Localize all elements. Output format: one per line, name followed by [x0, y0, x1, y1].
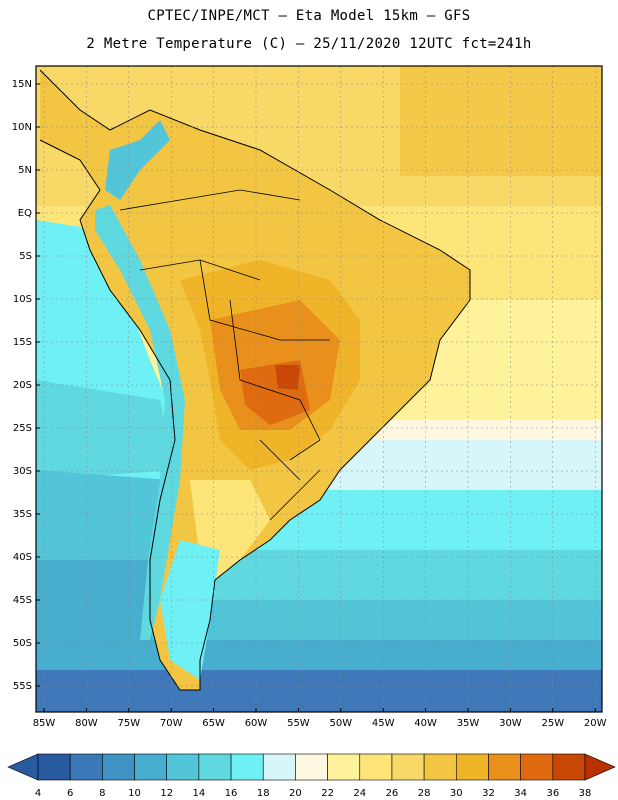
colorbar-swatch	[552, 753, 586, 781]
colorbar-arrow-left	[7, 753, 39, 781]
colorbar-label: 10	[128, 788, 141, 799]
colorbar-swatch	[520, 753, 554, 781]
lon-label: 55W	[287, 718, 310, 729]
lat-label: 5S	[19, 251, 32, 262]
colorbar-label: 12	[160, 788, 173, 799]
colorbar-label: 30	[450, 788, 463, 799]
lon-label: 75W	[117, 718, 140, 729]
colorbar-label: 16	[225, 788, 238, 799]
colorbar-swatch	[391, 753, 425, 781]
lon-label: 70W	[160, 718, 183, 729]
colorbar-swatch	[198, 753, 232, 781]
lon-label: 40W	[414, 718, 437, 729]
colorbar-swatch	[295, 753, 328, 781]
longitude-labels: 85W 80W 75W 70W 65W 60W 55W 50W 45W 40W 35W 30W 25W 2…	[33, 708, 607, 729]
chart-title-line2: 2 Metre Temperature (C) – 25/11/2020 12U…	[86, 36, 532, 52]
lat-label: 50S	[13, 638, 32, 649]
colorbar-swatch	[230, 753, 264, 781]
lon-label: 85W	[33, 718, 56, 729]
colorbar-label: 26	[386, 788, 399, 799]
colorbar-label: 34	[514, 788, 527, 799]
lat-label: 15S	[13, 337, 32, 348]
colorbar-label: 20	[289, 788, 302, 799]
lat-label: 45S	[13, 595, 32, 606]
map-field	[36, 66, 602, 712]
colorbar-arrow-right	[584, 753, 616, 781]
lon-label: 50W	[329, 718, 352, 729]
lon-label: 60W	[245, 718, 268, 729]
lon-label: 80W	[75, 718, 98, 729]
lon-label: 30W	[499, 718, 522, 729]
lat-label: 25S	[13, 423, 32, 434]
lat-label: 30S	[13, 466, 32, 477]
gridlines	[36, 66, 602, 712]
lon-label: 25W	[541, 718, 564, 729]
lat-label: 5N	[18, 165, 32, 176]
colorbar-swatch	[166, 753, 200, 781]
lat-label: 20S	[13, 380, 32, 391]
colorbar-swatch	[134, 753, 168, 781]
lat-label: 10N	[12, 122, 32, 133]
lon-label: 20W	[584, 718, 607, 729]
lon-label: 35W	[457, 718, 480, 729]
colorbar-label: 28	[418, 788, 431, 799]
colorbar-label: 14	[193, 788, 206, 799]
colorbar-label: 8	[99, 788, 105, 799]
colorbar-swatch	[69, 753, 103, 781]
lat-label: 40S	[13, 552, 32, 563]
lon-label: 45W	[372, 718, 395, 729]
colorbar-label: 38	[579, 788, 592, 799]
colorbar-label: 4	[35, 788, 41, 799]
lon-label: 65W	[202, 718, 225, 729]
lat-label: 10S	[13, 294, 32, 305]
colorbar-label: 6	[67, 788, 73, 799]
latitude-labels: 15N 10N 5N EQ 5S 10S 15S 20S 25S 30S 35S 40S 45S 50S 5…	[12, 79, 40, 692]
colorbar-swatch	[455, 753, 489, 781]
colorbar-swatch	[327, 753, 361, 781]
colorbar-label: 22	[321, 788, 334, 799]
lat-label: EQ	[18, 208, 32, 219]
colorbar-swatch	[423, 753, 457, 781]
chart-title-line1: CPTEC/INPE/MCT – Eta Model 15km – GFS	[147, 8, 471, 24]
colorbar-swatch	[262, 753, 296, 781]
colorbar-swatch	[37, 753, 71, 781]
lat-label: 55S	[13, 681, 32, 692]
colorbar-label: 36	[546, 788, 559, 799]
colorbar-swatch	[488, 753, 521, 781]
colorbar-label: 24	[353, 788, 366, 799]
map-frame	[35, 65, 603, 713]
lat-label: 35S	[13, 509, 32, 520]
colorbar: 4 6 8 10 12 14 16 18 20 22 24 26 28 30 32 34 36 38	[7, 753, 616, 799]
colorbar-label: 32	[482, 788, 495, 799]
colorbar-swatch	[102, 753, 135, 781]
colorbar-label: 18	[257, 788, 270, 799]
colorbar-swatch	[359, 753, 393, 781]
lat-label: 15N	[12, 79, 32, 90]
